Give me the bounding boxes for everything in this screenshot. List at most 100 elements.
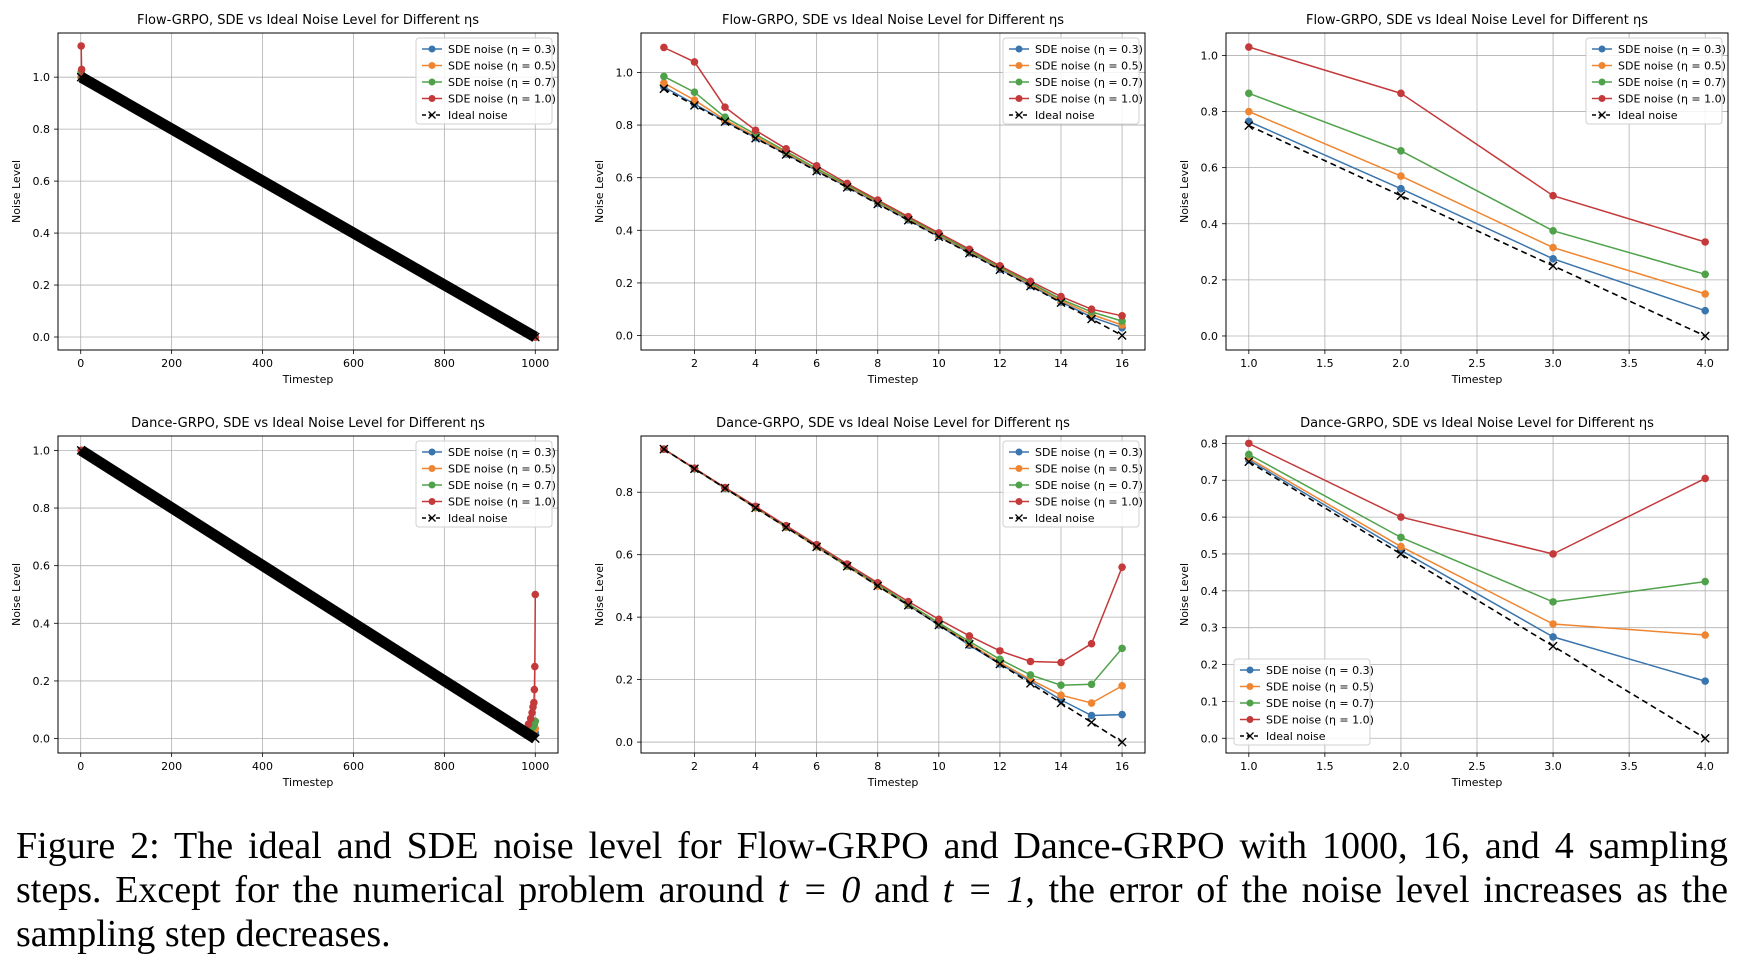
legend-label-eta_0_7: SDE noise (η = 0.7) [1035,76,1143,89]
y-tick-label: 0.8 [33,502,51,515]
data-point-eta_1_0 [77,42,85,50]
series-line-eta_0_7 [663,75,1123,322]
chart-panel-2: 2 4 6 8 10 12 14 16 0.0 0.2 0.4 0.6 0.8 1.0 Flow-GRPO,… [593,13,1146,386]
data-point-eta_0_7 [1118,644,1126,653]
data-point-ideal [781,150,791,160]
data-point-eta_1_0 [1549,191,1557,200]
legend: SDE noise (η = 0.3) SDE noise (η = 0.5) SD… [415,37,556,125]
legend-marker-eta_1_0 [1015,498,1023,505]
charts-svg: 0 200 400 600 800 1000 0.0 0.2 0.4 0.6 0.8 1.0 Flow-… [10,13,1729,789]
data-point-ideal [1056,298,1066,308]
x-tick-label: 14 [1054,357,1068,370]
x-tick-label: 400 [252,760,273,773]
data-point-eta_0_5 [1245,107,1253,116]
y-tick-label: 0.0 [616,736,634,749]
data-point-ideal [1396,549,1406,559]
chart-panel-4: 0 200 400 600 800 1000 0.0 0.2 0.4 0.6 0.8 1.0 Dance… [10,416,559,789]
data-point-eta_0_7 [1026,671,1035,679]
data-point-eta_0_3 [1549,633,1557,641]
legend-label-ideal: Ideal noise [448,109,508,122]
legend-label-eta_0_5: SDE noise (η = 0.5) [1035,60,1143,73]
legend-marker-ideal [1015,514,1023,522]
y-axis-label: Noise Level [10,160,23,223]
data-point-ideal [1244,121,1254,131]
data-point-ideal [1700,733,1710,743]
legend-label-ideal: Ideal noise [1618,109,1678,122]
data-point-ideal [842,561,852,571]
y-tick-label: 0.2 [33,279,51,292]
legend-marker-eta_0_7 [1246,699,1254,707]
x-tick-label: 14 [1054,760,1068,773]
plot-area [659,43,1127,341]
x-tick-label: 3.5 [1620,357,1638,370]
y-tick-label: 1.0 [33,71,51,84]
chart-title: Flow-GRPO, SDE vs Ideal Noise Level for … [1306,13,1648,28]
x-tick-label: 4 [752,357,759,370]
data-point-ideal [934,620,944,630]
data-point-eta_1_0 [1245,43,1253,51]
legend-marker-eta_0_5 [1015,465,1023,472]
y-tick-label: 1.0 [33,444,51,457]
data-point-eta_0_5 [1397,172,1405,180]
series-line-eta_0_7 [1248,453,1706,603]
y-tick-label: 0.5 [1201,548,1219,561]
legend-label-eta_0_5: SDE noise (η = 0.5) [1035,463,1143,476]
y-tick-label: 0.2 [1201,659,1219,672]
y-tick-label: 0.0 [1201,732,1219,745]
legend-label-eta_0_7: SDE noise (η = 0.7) [1035,479,1143,492]
data-point-eta_1_0 [782,521,790,530]
y-axis-label: Noise Level [1178,563,1191,626]
data-point-eta_0_7 [1397,533,1405,542]
data-point-eta_0_7 [1057,681,1065,690]
data-point-eta_0_3 [1549,255,1557,263]
legend-label-eta_0_5: SDE noise (η = 0.5) [1618,60,1726,73]
y-tick-label: 0.0 [1201,330,1219,343]
data-point-eta_0_5 [1057,691,1065,700]
x-tick-label: 0 [77,760,84,773]
x-tick-label: 800 [434,357,455,370]
y-tick-label: 0.6 [33,175,51,188]
x-tick-label: 12 [993,357,1007,370]
data-point-ideal [1087,314,1097,324]
legend-marker-eta_0_5 [1598,62,1606,69]
data-point-ideal [812,166,822,176]
data-point-eta_1_0 [1549,550,1557,558]
legend-marker-ideal [428,111,436,119]
legend-marker-eta_0_3 [1246,666,1254,674]
data-point-eta_1_0 [935,229,943,237]
data-point-eta_1_0 [530,698,538,707]
x-tick-label: 4.0 [1696,760,1714,773]
legend-marker-eta_0_5 [428,465,436,472]
legend-marker-eta_0_3 [1598,45,1606,53]
series-line-eta_0_5 [663,82,1123,326]
legend-marker-eta_0_7 [1598,78,1606,86]
series-line-eta_0_5 [1248,110,1706,295]
x-tick-label: 2.0 [1392,760,1410,773]
data-point-ideal [689,464,699,474]
x-tick-label: 800 [434,760,455,773]
data-point-eta_0_7 [1397,147,1405,155]
data-point-ideal [903,600,913,610]
y-axis-label: Noise Level [593,563,606,626]
legend-marker-eta_0_7 [428,481,436,489]
data-point-ideal [659,84,669,94]
chart-title: Dance-GRPO, SDE vs Ideal Noise Level for… [131,416,485,431]
series-line-eta_0_5 [1248,457,1706,636]
caption-text-2: , the error of the noise level increases… [16,869,1729,955]
legend-label-eta_1_0: SDE noise (η = 1.0) [448,496,556,509]
x-tick-label: 2 [691,357,698,370]
y-tick-label: 0.8 [616,119,634,132]
x-tick-label: 6 [813,357,820,370]
data-point-eta_0_7 [690,88,699,96]
x-axis-label: Timestep [867,776,919,789]
data-point-eta_0_5 [1701,290,1709,298]
data-point-eta_0_7 [1549,598,1557,606]
legend-label-eta_1_0: SDE noise (η = 1.0) [1266,714,1374,727]
data-point-eta_1_0 [812,162,821,170]
data-point-eta_0_7 [1087,680,1096,689]
legend: SDE noise (η = 0.3) SDE noise (η = 0.5) SD… [1233,658,1374,746]
x-tick-label: 8 [874,357,881,370]
legend-marker-eta_0_5 [1015,62,1023,69]
x-axis-label: Timestep [1451,776,1503,789]
legend-label-eta_0_5: SDE noise (η = 0.5) [448,463,556,476]
